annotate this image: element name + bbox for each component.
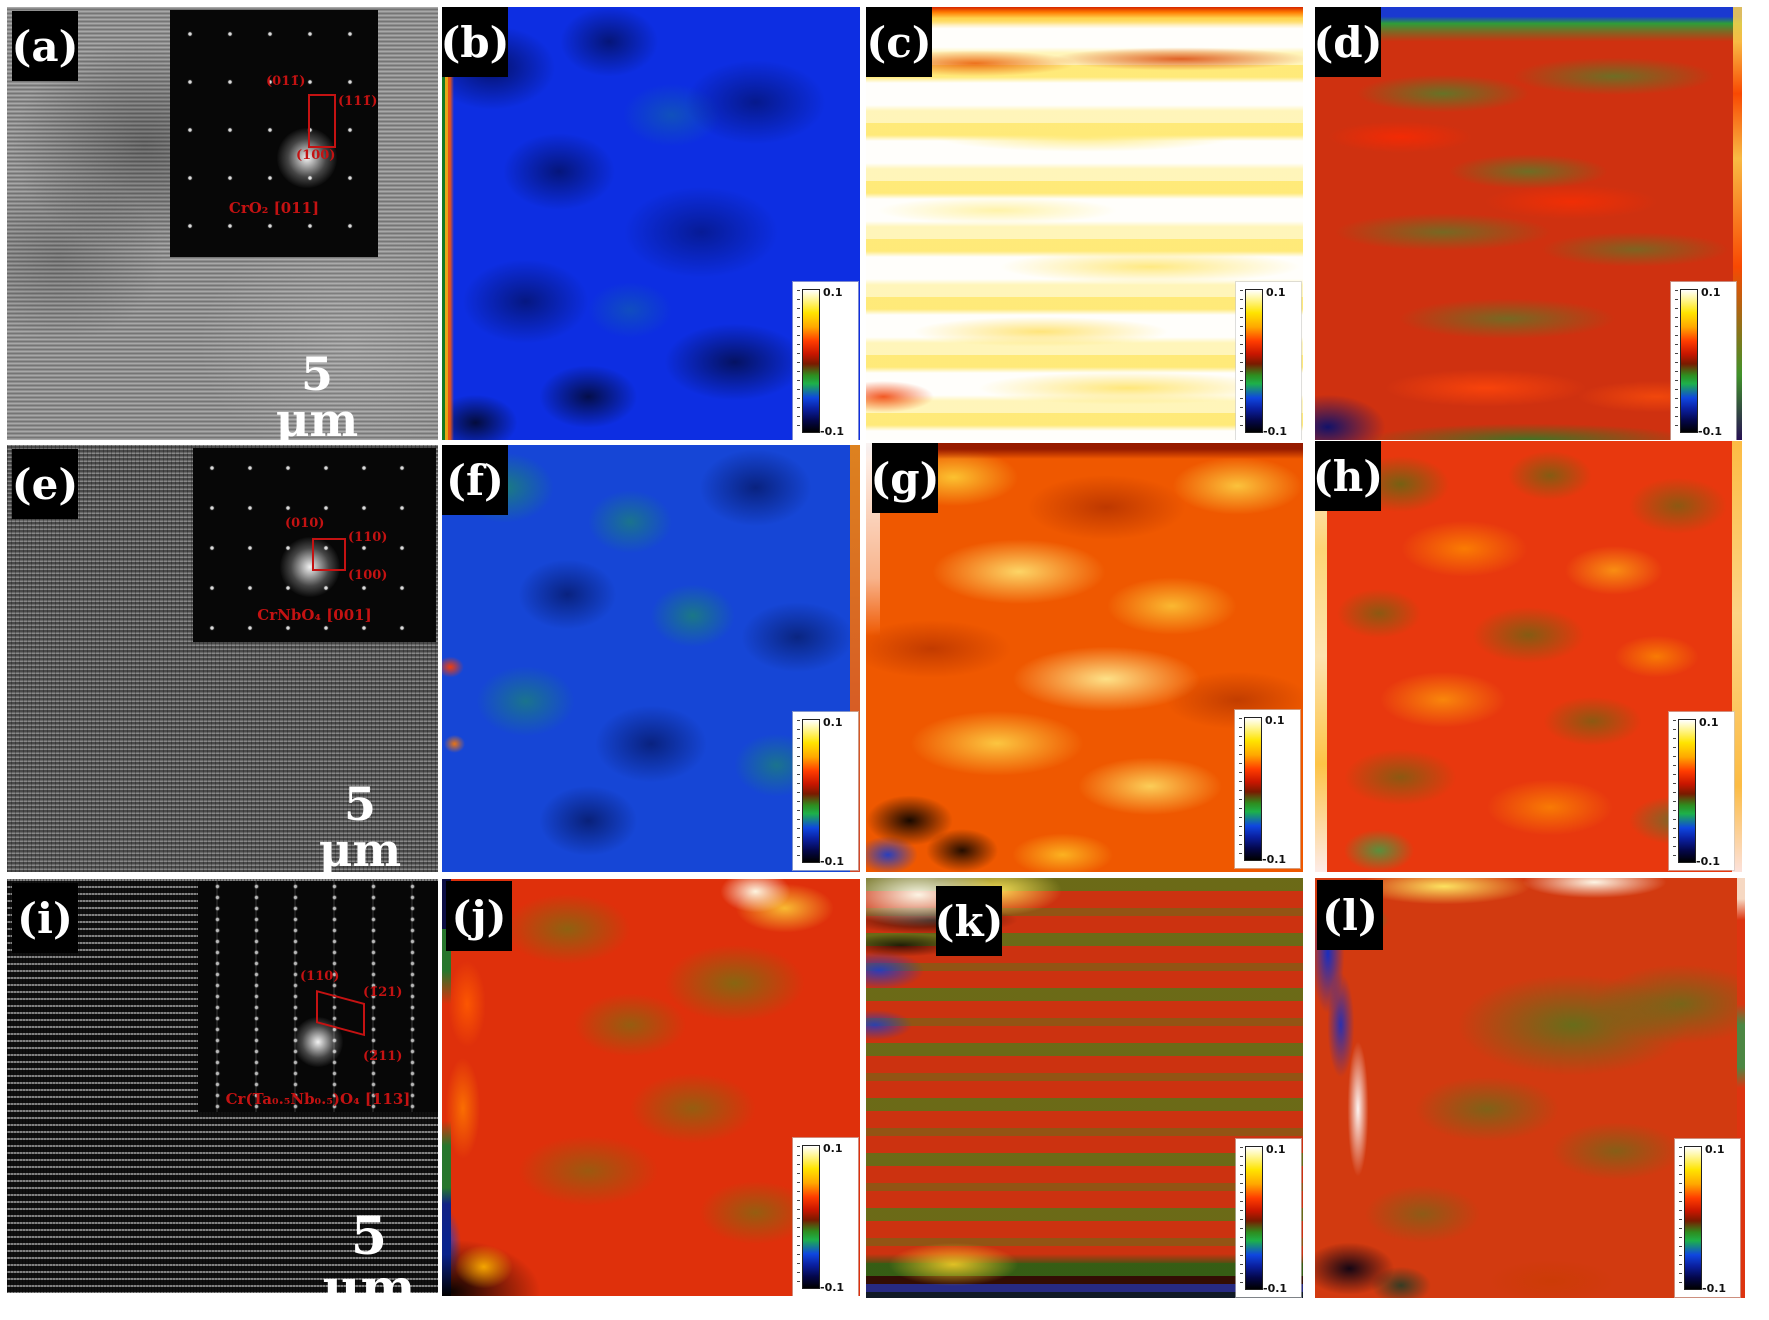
colorbar-gradient bbox=[1673, 719, 1696, 863]
colorbar-min-label: -0.1 bbox=[1263, 425, 1288, 438]
reflection-label: (100) bbox=[348, 568, 388, 583]
colorbar-min-label: -0.1 bbox=[1702, 1282, 1727, 1295]
reflection-label: (110) bbox=[300, 969, 340, 984]
strain-map-b bbox=[442, 7, 860, 440]
fft-inset-a: (011̄) (111̄) (100) CrO₂ [011] bbox=[170, 10, 378, 257]
colorbar-min-label: -0.1 bbox=[820, 425, 845, 438]
panel-label-k: (k) bbox=[935, 886, 1003, 956]
colorbar-min-label: -0.1 bbox=[1263, 1282, 1288, 1295]
reflection-label: (011̄) bbox=[266, 74, 306, 89]
panel-label-d: (d) bbox=[1315, 7, 1383, 77]
panel-label-j: (j) bbox=[446, 881, 512, 951]
zone-axis-caption: CrO₂ [011] bbox=[228, 199, 320, 217]
colorbar-max-label: 0.1 bbox=[823, 286, 843, 299]
strain-map-l bbox=[1315, 878, 1745, 1298]
panel-g: (g) 0.1 -0.1 bbox=[866, 443, 1303, 872]
zone-axis-caption: CrNbO₄ [001] bbox=[257, 606, 372, 624]
panel-f: (f) 0.1 -0.1 bbox=[442, 445, 860, 872]
panel-label-c: (c) bbox=[866, 7, 932, 77]
colorbar-gradient bbox=[1240, 1146, 1263, 1290]
panel-k: (k) 0.1 -0.1 bbox=[866, 878, 1303, 1298]
panel-label-l: (l) bbox=[1317, 880, 1383, 950]
colorbar: 0.1 -0.1 bbox=[793, 282, 858, 440]
central-beam-glow bbox=[280, 537, 340, 597]
scale-bar: 5 μm bbox=[257, 351, 377, 440]
colorbar-min-label: -0.1 bbox=[1698, 425, 1723, 438]
panel-label-h: (h) bbox=[1315, 441, 1383, 511]
colorbar-max-label: 0.1 bbox=[1265, 714, 1285, 727]
colorbar: 0.1 -0.1 bbox=[793, 1138, 858, 1296]
diffraction-spots bbox=[170, 10, 378, 257]
panel-i: (i) (110) (1̄21) (2̄11) Cr(Ta₀.₅Nb₀.₅)O₄… bbox=[7, 879, 438, 1293]
panel-label-a: (a) bbox=[12, 11, 78, 81]
colorbar: 0.1 -0.1 bbox=[1669, 712, 1734, 870]
reflection-label: (2̄11) bbox=[363, 1049, 403, 1064]
panel-b: (b) 0.1 -0.1 bbox=[442, 7, 860, 440]
colorbar-max-label: 0.1 bbox=[823, 1142, 843, 1155]
colorbar: 0.1 -0.1 bbox=[793, 712, 858, 870]
panel-label-f: (f) bbox=[442, 445, 508, 515]
panel-e: (e) (010) (110) (100) CrNbO₄ [001] 5 μm bbox=[7, 445, 438, 872]
panel-label-e: (e) bbox=[12, 449, 78, 519]
scale-bar-text: 5 μm bbox=[275, 347, 359, 440]
unit-cell-outline bbox=[312, 538, 346, 571]
scale-bar-text: 5 μm bbox=[322, 1206, 416, 1294]
reflection-label: (110) bbox=[348, 530, 388, 545]
zone-axis-caption: Cr(Ta₀.₅Nb₀.₅)O₄ [113] bbox=[225, 1090, 411, 1108]
colorbar-min-label: -0.1 bbox=[820, 855, 845, 868]
colorbar: 0.1 -0.1 bbox=[1675, 1139, 1740, 1297]
fft-inset-i: (110) (1̄21) (2̄11) Cr(Ta₀.₅Nb₀.₅)O₄ [11… bbox=[198, 881, 438, 1112]
reflection-label: (010) bbox=[285, 516, 325, 531]
strain-map-f bbox=[442, 445, 860, 872]
colorbar-gradient bbox=[1679, 1146, 1702, 1290]
colorbar-gradient bbox=[1675, 289, 1698, 433]
colorbar-min-label: -0.1 bbox=[1262, 853, 1287, 866]
colorbar-max-label: 0.1 bbox=[1266, 1143, 1286, 1156]
colorbar-max-label: 0.1 bbox=[1266, 286, 1286, 299]
fft-inset-e: (010) (110) (100) CrNbO₄ [001] bbox=[193, 448, 436, 642]
colorbar-gradient bbox=[1239, 717, 1262, 861]
unit-cell-outline bbox=[308, 94, 336, 148]
panel-d: (d) 0.1 -0.1 bbox=[1315, 7, 1742, 440]
colorbar: 0.1 -0.1 bbox=[1236, 282, 1301, 440]
colorbar-max-label: 0.1 bbox=[823, 716, 843, 729]
panel-c: (c) 0.1 -0.1 bbox=[866, 7, 1303, 440]
strain-map-d bbox=[1315, 7, 1742, 440]
central-beam-glow bbox=[277, 128, 337, 188]
colorbar-gradient bbox=[797, 1145, 820, 1289]
panel-j: (j) 0.1 -0.1 bbox=[442, 879, 860, 1296]
scale-bar: 5 μm bbox=[307, 1206, 431, 1294]
colorbar-gradient bbox=[797, 719, 820, 863]
panel-label-g: (g) bbox=[870, 443, 940, 513]
panel-a: (a) (011̄) (111̄) (100) CrO₂ [011] 5 μm bbox=[7, 7, 438, 440]
colorbar: 0.1 -0.1 bbox=[1235, 710, 1300, 868]
panel-h: (h) 0.1 -0.1 bbox=[1315, 441, 1742, 872]
strain-map-h bbox=[1315, 441, 1742, 872]
colorbar-max-label: 0.1 bbox=[1699, 716, 1719, 729]
strain-map-c bbox=[866, 7, 1303, 440]
reflection-label: (111̄) bbox=[338, 94, 378, 109]
colorbar-max-label: 0.1 bbox=[1701, 286, 1721, 299]
colorbar-gradient bbox=[1240, 289, 1263, 433]
colorbar-max-label: 0.1 bbox=[1705, 1143, 1725, 1156]
colorbar-gradient bbox=[797, 289, 820, 433]
diffraction-spots bbox=[198, 881, 438, 1112]
reflection-label: (1̄21) bbox=[363, 985, 403, 1000]
central-beam-glow bbox=[293, 1017, 343, 1067]
reflection-label: (100) bbox=[296, 148, 336, 163]
panel-label-b: (b) bbox=[442, 7, 510, 77]
scale-bar-text: 5 μm bbox=[318, 777, 402, 872]
colorbar: 0.1 -0.1 bbox=[1671, 282, 1736, 440]
colorbar-min-label: -0.1 bbox=[1696, 855, 1721, 868]
panel-l: (l) 0.1 -0.1 bbox=[1315, 878, 1745, 1298]
colorbar-min-label: -0.1 bbox=[820, 1281, 845, 1294]
strain-map-g bbox=[866, 443, 1303, 872]
panel-label-i: (i) bbox=[12, 883, 78, 953]
scale-bar: 5 μm bbox=[300, 781, 420, 872]
colorbar: 0.1 -0.1 bbox=[1236, 1139, 1301, 1297]
